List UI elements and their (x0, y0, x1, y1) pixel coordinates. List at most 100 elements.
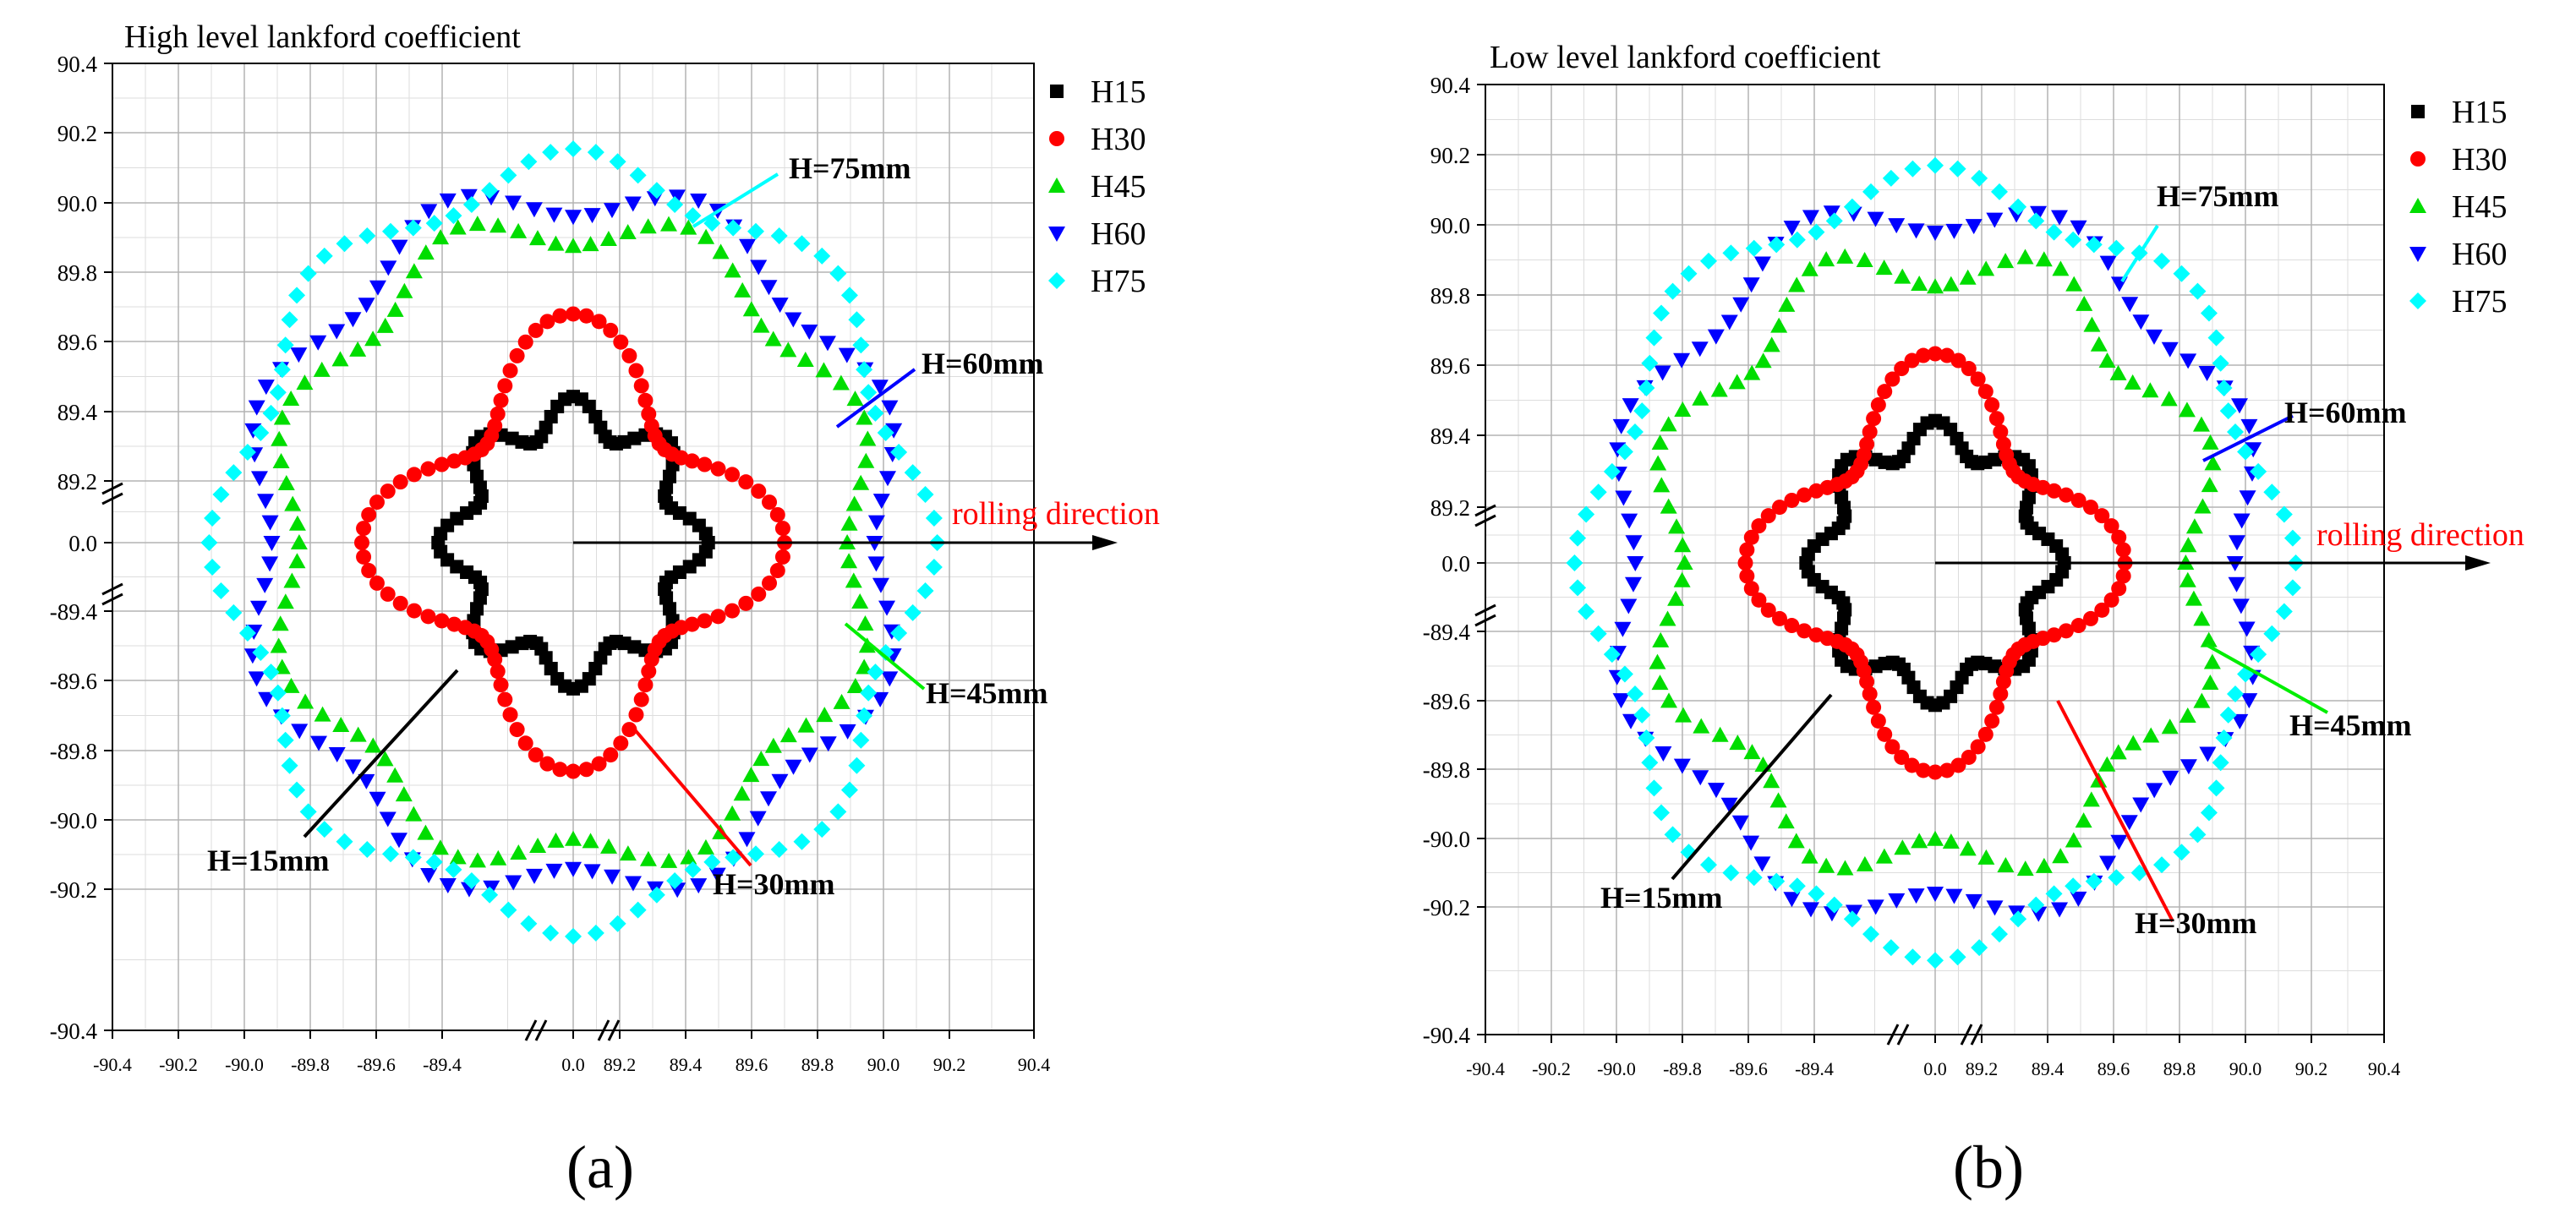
panel-a-point-h45 (273, 409, 291, 425)
panel-b-point-h45 (1668, 518, 1686, 534)
panel-b-point-h30 (1751, 518, 1767, 534)
panel-b-point-h45 (1763, 336, 1780, 352)
panel-a-point-h45 (752, 317, 770, 333)
panel-b-point-h45 (2016, 249, 2034, 265)
panel-a-point-h30 (710, 461, 726, 477)
panel-a-point-h75 (542, 924, 560, 942)
panel-a-point-h60 (867, 515, 885, 531)
panel-a-legend: H15 H30 H45 H60 H75 (1048, 74, 1146, 299)
panel-b-point-h60 (2099, 255, 2117, 271)
panel-b-point-h75 (1626, 423, 1643, 441)
panel-b-point-h75 (1616, 665, 1633, 683)
panel-a-point-h75 (867, 664, 884, 681)
panel-b-point-h60 (1614, 621, 1632, 637)
panel-b-point-h30 (2083, 500, 2099, 516)
panel-a-point-h60 (460, 188, 478, 205)
panel-a-point-h75 (629, 167, 647, 184)
panel-a-point-h45 (314, 706, 331, 722)
panel-b-legend-label-h60: H60 (2452, 237, 2507, 272)
panel-a-point-h45 (376, 317, 394, 333)
panel-a-point-h45 (313, 361, 331, 377)
panel-b-point-h45 (1660, 498, 1677, 514)
panel-b-point-h30 (2070, 492, 2087, 508)
panel-a-y-break-mark (101, 593, 123, 606)
panel-b-point-h75 (2200, 304, 2218, 322)
panel-a-point-h45 (277, 474, 295, 490)
panel-b-point-h75 (1990, 183, 2008, 200)
panel-b-point-h75 (2250, 646, 2267, 664)
panel-a-point-h75 (904, 604, 922, 621)
panel-a-point-h30 (539, 756, 555, 772)
panel-a-x-break-mark (597, 1019, 610, 1041)
panel-a-h45-leader (844, 622, 926, 691)
panel-a-point-h45 (680, 849, 697, 865)
panel-a-point-h45 (396, 282, 413, 298)
panel-a-point-h75 (877, 643, 894, 661)
panel-b-point-h75 (2085, 872, 2103, 890)
panel-b-point-h30 (1988, 699, 2004, 715)
panel-b-point-h30 (1939, 762, 1955, 778)
panel-a-legend-label-h75: H75 (1091, 264, 1146, 299)
panel-b-point-h30 (1884, 371, 1901, 387)
panel-a-point-h45 (660, 216, 678, 232)
panel-b-point-h45 (1763, 773, 1780, 789)
panel-a-point-h75 (315, 247, 333, 265)
panel-b-point-h45 (1674, 401, 1692, 417)
panel-a-y-tick-label: 0.0 (68, 531, 97, 556)
panel-b-point-h75 (1825, 896, 1843, 914)
panel-a-point-h45 (680, 219, 697, 235)
panel-b-point-h60 (2146, 783, 2163, 799)
panel-b-point-h60 (1986, 900, 2004, 916)
panel-b-point-h45 (1754, 352, 1772, 369)
panel-a-point-h60 (439, 193, 457, 209)
panel-b-h30-label: H=30mm (2135, 906, 2257, 940)
panel-b-point-h75 (2250, 462, 2267, 480)
panel-a-point-h75 (520, 153, 538, 171)
panel-b-point-h75 (2283, 529, 2301, 547)
panel-b-point-h75 (1653, 304, 1671, 322)
panel-a-point-h60 (565, 210, 582, 226)
panel-b-point-h75 (1699, 856, 1717, 874)
panel-a-point-h45 (288, 515, 306, 531)
panel-a-point-h15 (698, 544, 713, 559)
panel-a-y-axis-break (101, 482, 123, 606)
panel-b-point-h75 (1680, 265, 1698, 282)
panel-b-point-h60 (1625, 535, 1643, 551)
panel-a-point-h30 (528, 322, 544, 338)
panel-a-point-h60 (257, 494, 275, 510)
panel-a-y-tick-label: 90.4 (57, 52, 98, 77)
panel-b-point-h45 (2052, 848, 2070, 864)
panel-b-point-h45 (2185, 518, 2203, 534)
panel-a-point-h60 (390, 833, 407, 849)
panel-b-point-h60 (2110, 834, 2128, 850)
panel-b-point-h75 (2189, 282, 2207, 300)
panel-a-series-h45 (270, 216, 877, 868)
panel-b-point-h45 (2052, 260, 2070, 276)
panel-b-point-h30 (1737, 555, 1753, 571)
panel-a-point-h45 (832, 374, 850, 391)
panel-b-caption: (b) (1953, 1133, 2024, 1201)
panel-a-point-h60 (505, 875, 522, 891)
panel-a-point-h45 (468, 852, 486, 868)
panel-b-point-h15 (1836, 611, 1851, 625)
panel-a-point-h60 (344, 759, 362, 775)
panel-b-point-h75 (1882, 939, 1900, 957)
panel-a-point-h60 (872, 577, 889, 593)
panel-b-point-h75 (2010, 198, 2027, 216)
panel-a-point-h75 (703, 853, 721, 871)
panel-a-point-h75 (358, 840, 376, 858)
panel-b-legend-marker-h30 (2410, 151, 2426, 167)
panel-a-point-h15 (470, 469, 484, 483)
panel-b-point-h75 (2263, 483, 2281, 501)
panel-b-point-h75 (1578, 603, 1595, 620)
panel-a-point-h75 (542, 144, 560, 161)
panel-a-point-h15 (588, 409, 603, 423)
panel-b-point-h30 (1915, 762, 1931, 778)
panel-a-point-h45 (290, 534, 308, 549)
panel-a-point-h60 (872, 691, 889, 707)
panel-b-x-break-mark (1960, 1024, 1973, 1046)
panel-a-point-h30 (517, 334, 533, 350)
panel-a-point-h30 (751, 483, 767, 500)
panel-b-point-h30 (1760, 602, 1776, 618)
panel-b-point-h30 (2103, 518, 2119, 534)
